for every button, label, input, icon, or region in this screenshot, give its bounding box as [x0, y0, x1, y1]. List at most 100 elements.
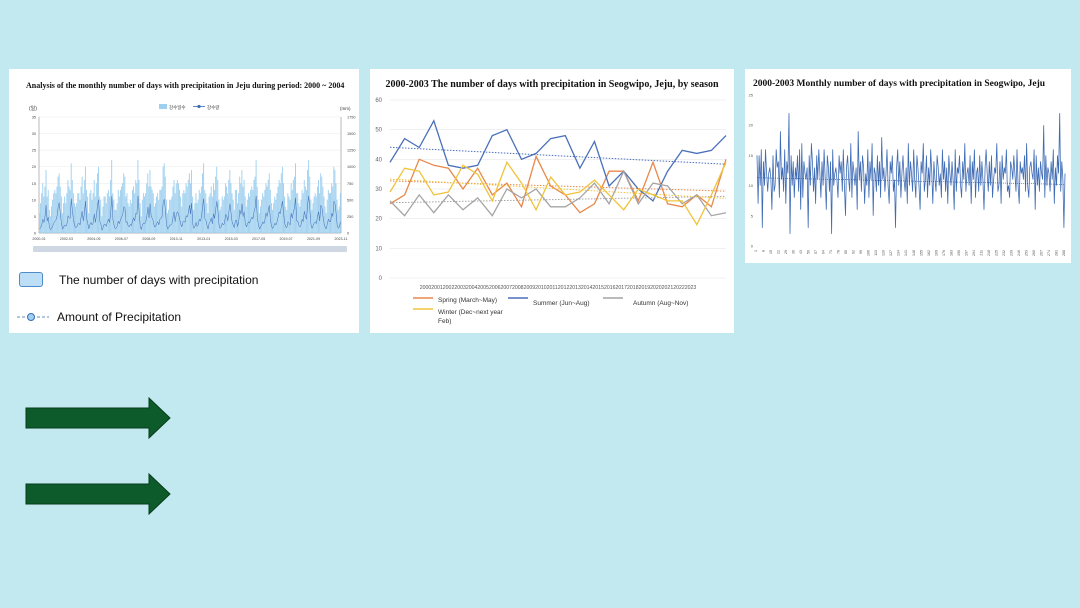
panel-seogwipo-monthly: 2000-2003 Monthly number of days with pr…	[745, 69, 1071, 263]
bar	[191, 170, 193, 233]
bar	[91, 199, 93, 233]
bar	[284, 196, 286, 233]
bar	[127, 203, 129, 233]
x-tick-label: 225	[994, 250, 998, 256]
series-line	[389, 169, 727, 217]
bar	[102, 206, 104, 233]
legend-spring: Spring (March~May)	[438, 297, 497, 304]
bar	[270, 203, 272, 233]
bar	[215, 176, 217, 233]
y-left-tick-label: 35	[32, 116, 36, 120]
bar	[242, 186, 244, 233]
bar	[151, 189, 153, 233]
bar	[331, 183, 333, 233]
bar	[292, 179, 294, 233]
bar	[57, 176, 59, 233]
bar	[162, 166, 164, 233]
y-tick-label: 10	[749, 183, 754, 188]
bar	[75, 206, 77, 233]
bar	[335, 183, 337, 233]
right-arrow-icon	[25, 473, 171, 515]
mini-legend-bar-swatch	[159, 104, 167, 109]
bar	[266, 186, 268, 233]
bar	[326, 199, 328, 233]
bar	[83, 179, 85, 233]
bar	[163, 163, 165, 233]
y-left-tick-label: 10	[32, 198, 36, 202]
x-tick-label: 183	[949, 250, 953, 256]
precipitation-line	[39, 195, 341, 232]
x-tick-label: 2013-01	[197, 237, 210, 241]
range-slider	[33, 246, 347, 252]
bar	[49, 216, 51, 233]
bar	[184, 193, 186, 233]
y-tick-label: 0	[379, 276, 383, 282]
bar	[202, 173, 203, 233]
bar	[53, 193, 55, 233]
bar	[312, 203, 314, 233]
bar	[79, 199, 81, 233]
bar	[81, 176, 83, 233]
bar	[210, 186, 212, 233]
y-tick-label: 0	[751, 244, 754, 249]
x-tick-label: 2015-03	[225, 237, 238, 241]
bar	[90, 189, 92, 233]
x-tick-label: 211	[979, 250, 983, 256]
bar	[244, 196, 246, 233]
bar	[167, 213, 168, 233]
bar	[305, 189, 307, 233]
bar	[47, 189, 49, 233]
bar	[45, 170, 47, 233]
x-tick-label: 2000-01	[32, 237, 45, 241]
y-left-tick-label: 20	[32, 165, 36, 169]
bar	[86, 189, 87, 233]
bar	[212, 183, 214, 233]
bar	[286, 209, 288, 233]
bar	[252, 189, 254, 233]
mini-legend-line-label: 강수량	[207, 104, 219, 111]
x-tick-label: 2002-03	[60, 237, 73, 241]
bar	[149, 170, 151, 233]
bar	[288, 196, 290, 233]
bar	[302, 193, 304, 233]
bar	[256, 186, 258, 233]
y-left-tick-label: 5	[34, 215, 36, 219]
bar	[254, 176, 256, 233]
bar	[227, 193, 229, 233]
y-tick-label: 5	[751, 213, 754, 218]
y-right-tick-label: 250	[347, 215, 353, 219]
x-tick-label: 288	[1062, 250, 1066, 256]
x-tick-label: 15	[769, 250, 773, 254]
y-tick-label: 40	[375, 157, 382, 163]
y-right-tick-label: 1750	[347, 116, 355, 120]
legend-line: Amount of Precipitation	[17, 310, 181, 324]
bar	[76, 203, 78, 233]
bar	[98, 166, 100, 233]
mini-legend-bar-label: 강수일수	[169, 104, 186, 111]
x-tick-label: 71	[829, 250, 833, 254]
bar	[136, 183, 138, 233]
bar	[320, 173, 322, 233]
bar	[59, 186, 61, 233]
panel-jeju-monthly: Analysis of the monthly number of days w…	[9, 69, 359, 333]
x-tick-label: 253	[1024, 250, 1028, 256]
bar	[298, 203, 300, 233]
y-tick-label: 60	[375, 98, 382, 104]
bar	[154, 203, 156, 233]
bar	[339, 193, 341, 233]
x-tick-label: 2021-09	[307, 237, 320, 241]
bar	[264, 189, 266, 233]
bar	[223, 196, 225, 233]
bar	[194, 203, 196, 233]
trendline	[389, 195, 727, 204]
bar	[117, 189, 119, 233]
bar	[285, 206, 287, 233]
bar	[196, 203, 198, 233]
bar	[337, 209, 339, 233]
bar	[43, 196, 45, 233]
bar	[330, 193, 331, 233]
bar	[46, 196, 48, 233]
bar	[291, 189, 293, 233]
bar	[219, 209, 221, 233]
legend-bars-label: The number of days with precipitation	[59, 272, 259, 287]
